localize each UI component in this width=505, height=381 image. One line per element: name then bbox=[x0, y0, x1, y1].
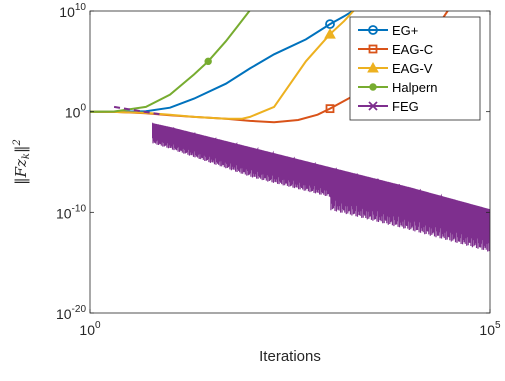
series-line-halpern bbox=[90, 11, 251, 113]
series-line-feg-start bbox=[113, 105, 163, 116]
legend-marker-halpern bbox=[369, 83, 377, 91]
legend-marker-feg bbox=[368, 101, 378, 111]
y-axis-label: ‖Fzk‖2 bbox=[12, 139, 32, 185]
legend-label-eag-v: EAG-V bbox=[392, 61, 433, 76]
x-tick-label-1: 105 bbox=[479, 320, 501, 338]
y-tick-label-3: 10-20 bbox=[56, 304, 86, 322]
legend-marker-eag-c bbox=[368, 44, 378, 54]
y-tick-label-0: 1010 bbox=[59, 2, 86, 20]
marker-halpern-0 bbox=[204, 57, 212, 66]
y-tick-label-1: 100 bbox=[65, 103, 87, 121]
legend-label-halpern: Halpern bbox=[392, 80, 438, 95]
series-layer bbox=[90, 11, 490, 252]
legend-marker-eag-v bbox=[367, 61, 379, 73]
legend-label-feg: FEG bbox=[392, 99, 419, 114]
marker-eg-0 bbox=[325, 19, 335, 29]
series-band-feg bbox=[152, 122, 490, 252]
legend-marker-eg bbox=[368, 25, 378, 35]
legend-item-eag-c: EAG-C bbox=[358, 42, 433, 57]
legend-item-feg: FEG bbox=[358, 99, 419, 114]
marker-eag-v-0 bbox=[324, 28, 336, 39]
legend-label-eg: EG+ bbox=[392, 23, 418, 38]
series-line-eag-v bbox=[90, 11, 355, 120]
legend-label-eag-c: EAG-C bbox=[392, 42, 433, 57]
legend-item-eag-v: EAG-V bbox=[358, 61, 433, 76]
marker-eag-c-0 bbox=[325, 104, 335, 114]
legend-item-eg: EG+ bbox=[358, 23, 418, 38]
x-axis-label: Iterations bbox=[259, 348, 321, 365]
legend: EG+ EAG-C EAG-V Halpern FEG bbox=[349, 16, 481, 121]
tick-layer: 100 105 1010 100 10-10 10-20 bbox=[56, 2, 501, 338]
plot-frame bbox=[89, 10, 491, 314]
series-line-eg bbox=[90, 11, 355, 113]
legend-item-halpern: Halpern bbox=[358, 80, 438, 95]
series-line-feg bbox=[152, 122, 490, 252]
x-tick-label-0: 100 bbox=[79, 320, 101, 338]
y-tick-label-2: 10-10 bbox=[56, 203, 86, 221]
marker-layer bbox=[204, 19, 336, 114]
svg-text:‖Fzk‖2: ‖Fzk‖2 bbox=[12, 139, 32, 185]
